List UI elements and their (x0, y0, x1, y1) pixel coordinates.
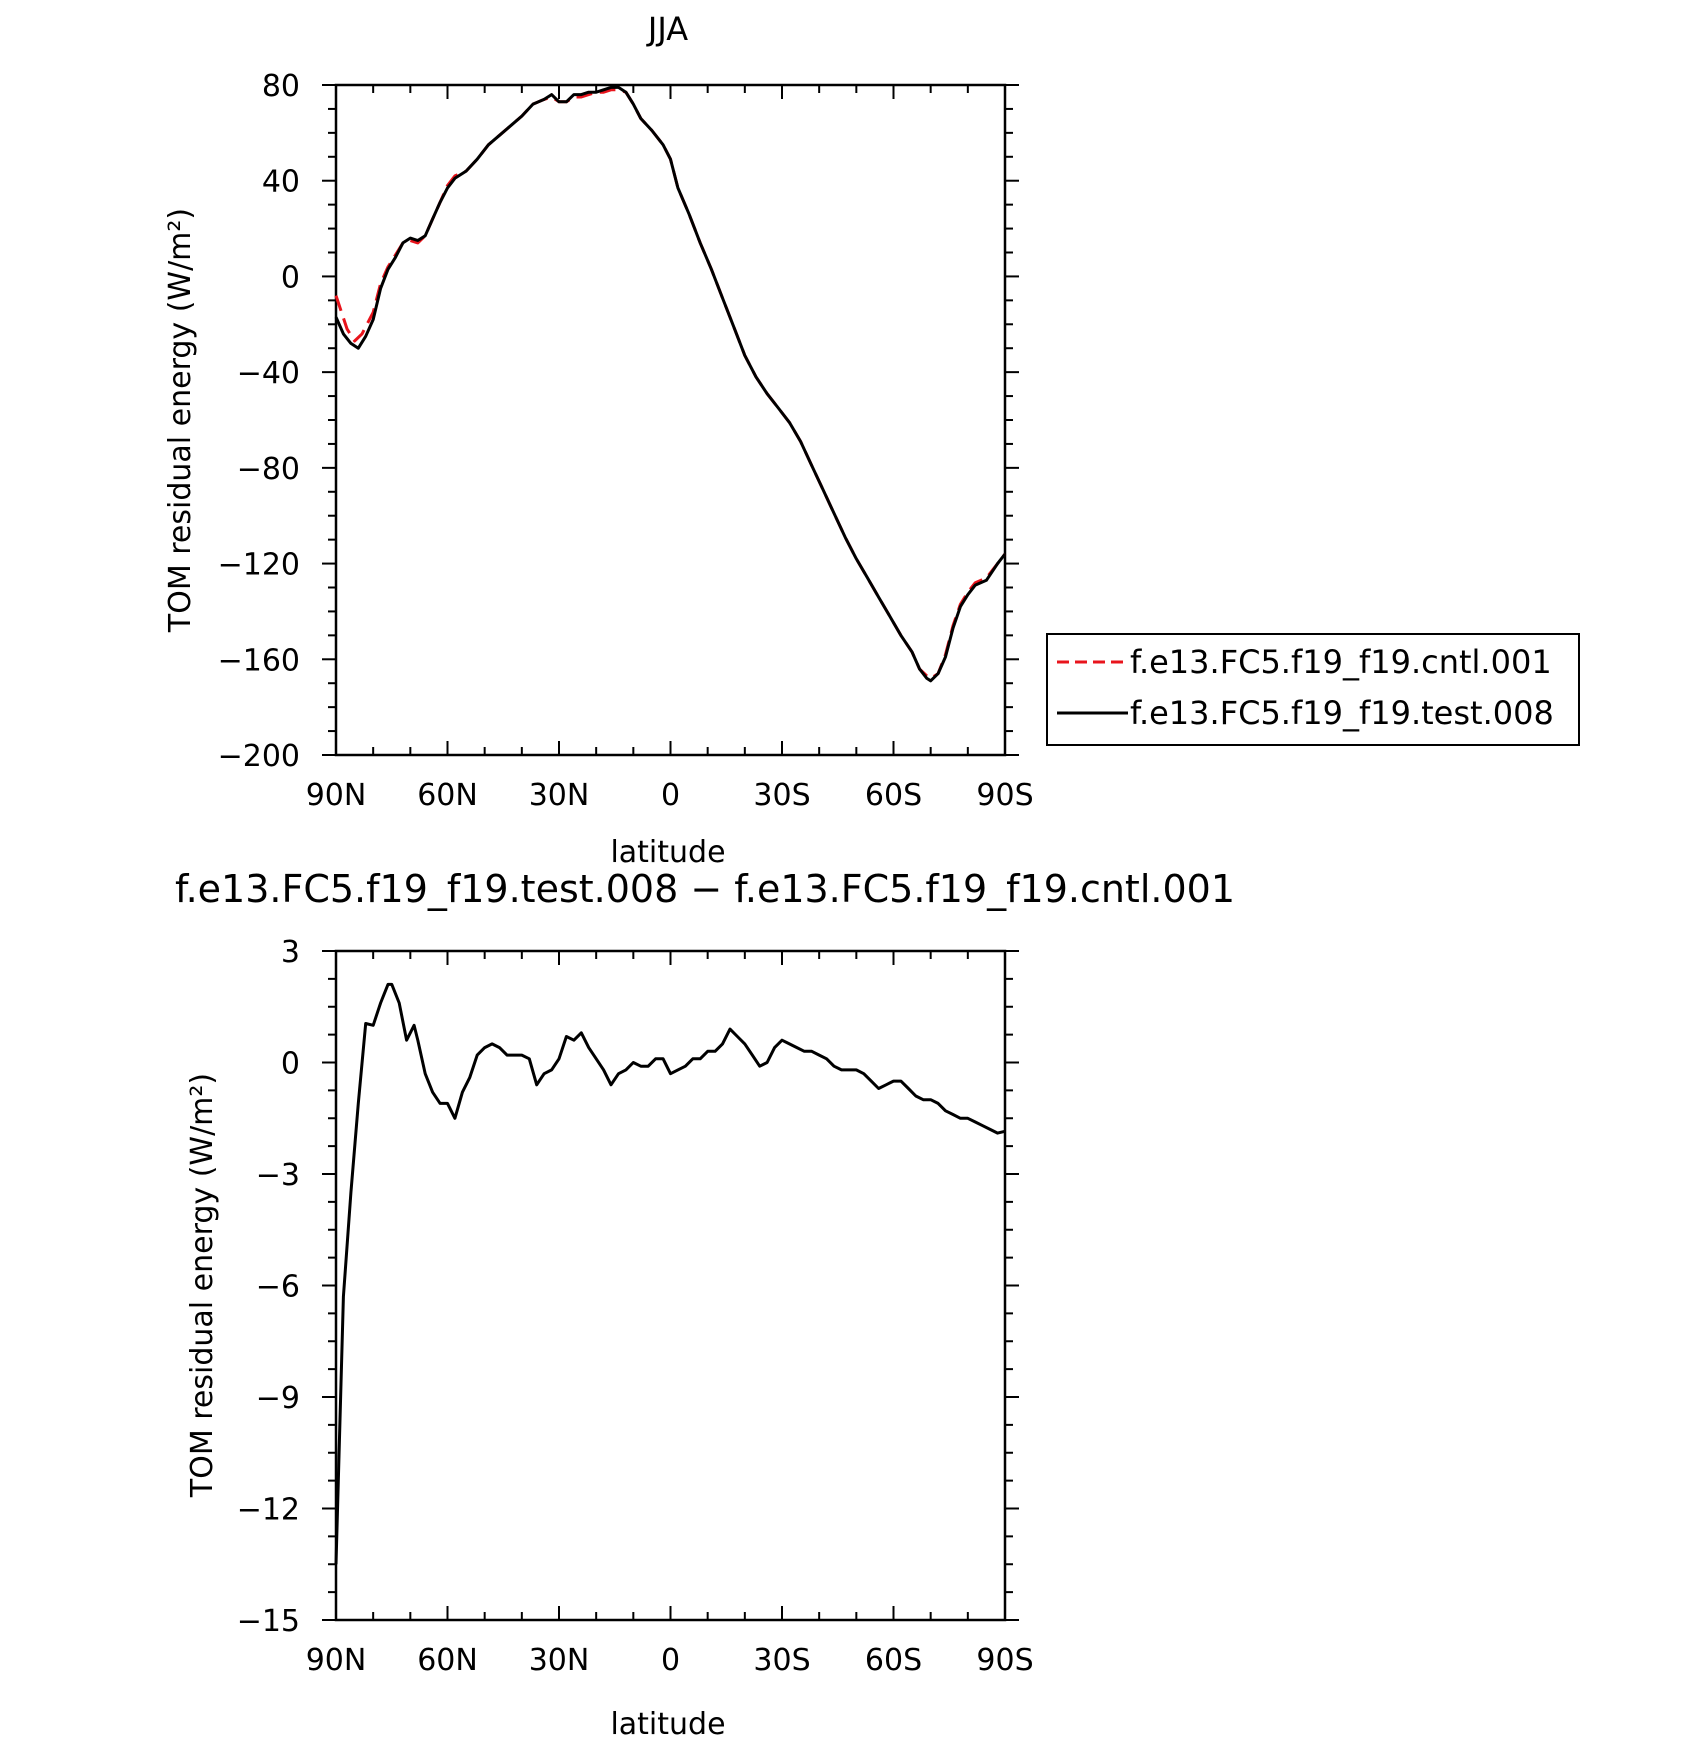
y-tick-label: −9 (256, 1381, 300, 1416)
x-tick-label: 90N (306, 778, 367, 813)
y-tick-label: 40 (262, 165, 300, 200)
y-tick-label: −15 (237, 1604, 300, 1639)
y-tick-label: −3 (256, 1158, 300, 1193)
y-axis-label: TOM residual energy (W/m²) (163, 208, 198, 633)
x-axis-label: latitude (610, 1707, 725, 1741)
x-tick-label: 30S (753, 1643, 810, 1678)
y-tick-label: −40 (237, 356, 300, 391)
x-tick-label: 60S (865, 1643, 922, 1678)
y-tick-label: −6 (256, 1270, 300, 1305)
series-line (334, 85, 1007, 683)
x-axis-label: latitude (610, 835, 725, 870)
x-tick-label: 0 (661, 778, 680, 813)
y-tick-label: 3 (281, 935, 300, 970)
legend-box (1046, 633, 1580, 746)
plot-frame (334, 949, 1007, 1622)
x-tick-label: 60N (417, 778, 478, 813)
y-tick-label: −12 (237, 1493, 300, 1528)
difference-title: f.e13.FC5.f19_f19.test.008 − f.e13.FC5.f… (175, 867, 1235, 911)
y-tick-label: −120 (218, 548, 300, 583)
y-axis-label: TOM residual energy (W/m²) (185, 1073, 220, 1498)
x-tick-label: 60N (417, 1643, 478, 1678)
top-plot-area: 90N 60N 30N 0 30S 60S 90S 80 40 0 −40 −80 −120 −160 −2… (218, 69, 1034, 813)
legend-entry-test: f.e13.FC5.f19_f19.test.008 (1130, 694, 1554, 732)
x-tick-label: 0 (661, 1643, 680, 1678)
plot-frame (334, 83, 1007, 757)
y-tick-label: 0 (281, 1047, 300, 1082)
x-tick-label: 90S (976, 778, 1033, 813)
x-tick-label: 30S (753, 778, 810, 813)
x-tick-label: 90N (306, 1643, 367, 1678)
x-tick-label: 30N (529, 778, 590, 813)
chart-title: JJA (646, 10, 688, 48)
top-panel: JJA 90N 60N 30N 0 30S 60S 90S 80 40 0 −40 −80 −120 −1… (163, 10, 1580, 870)
series-line (334, 88, 1007, 680)
y-tick-label: 0 (281, 260, 300, 295)
legend-entry-cntl: f.e13.FC5.f19_f19.cntl.001 (1130, 643, 1552, 681)
bottom-plot-area: 90N 60N 30N 0 30S 60S 90S 3 0 −3 −6 −9 −12 −15 (237, 935, 1034, 1678)
legend: f.e13.FC5.f19_f19.cntl.001 f.e13.FC5.f19… (1046, 633, 1580, 746)
series-line (334, 982, 1006, 1565)
y-tick-label: −80 (237, 452, 300, 487)
y-tick-label: −200 (218, 739, 300, 774)
y-tick-label: 80 (262, 69, 300, 104)
y-tick-label: −160 (218, 643, 300, 678)
x-tick-label: 60S (865, 778, 922, 813)
bottom-panel: f.e13.FC5.f19_f19.test.008 − f.e13.FC5.f… (175, 867, 1235, 1741)
x-tick-label: 30N (529, 1643, 590, 1678)
x-tick-label: 90S (976, 1643, 1033, 1678)
